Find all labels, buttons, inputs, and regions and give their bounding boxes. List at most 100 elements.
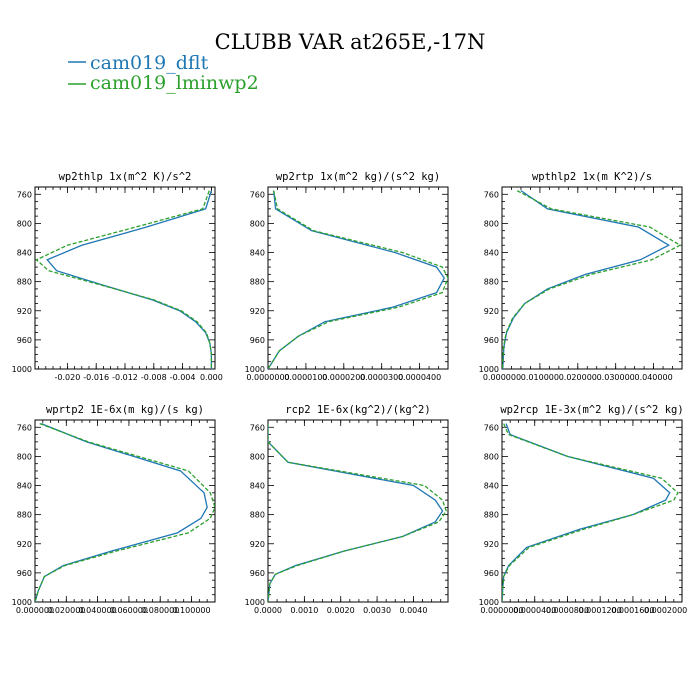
y-tick-label: 1000 xyxy=(245,365,265,374)
panel-grid: wp2thlp 1x(m^2 K)/s^2 760 800 840 880 920 960 1… xyxy=(12,171,688,615)
plot-frame xyxy=(267,419,449,603)
x-tick-label: 0.0040 xyxy=(399,606,427,615)
y-tick-label: 760 xyxy=(250,190,265,199)
x-tick-label: 0.000000 xyxy=(483,373,521,382)
y-tick-label: 880 xyxy=(484,278,499,287)
panel-title: wp2thlp 1x(m^2 K)/s^2 xyxy=(59,171,192,183)
y-tick-label: 960 xyxy=(17,336,32,345)
y-tick-label: 960 xyxy=(484,336,499,345)
x-tick-label: 0.0000000 xyxy=(246,373,289,382)
x-tick-label: 0.0030 xyxy=(363,606,391,615)
y-tick-label: 960 xyxy=(250,336,265,345)
plot-frame xyxy=(267,186,449,370)
panel-title: rcp2 1E-6x(kg^2)/(kg^2) xyxy=(285,404,430,416)
chart-panel: wp2rtp 1x(m^2 kg)/(s^2 kg) 760 800 840 880 92… xyxy=(245,171,449,382)
plot-frame xyxy=(501,419,683,603)
legend-entry: cam019_dflt xyxy=(68,52,209,74)
y-tick-label: 760 xyxy=(250,423,265,432)
legend: cam019_dflt cam019_lminwp2 xyxy=(68,52,259,94)
x-tick-label: 0.0001600 xyxy=(611,606,654,615)
y-tick-label: 840 xyxy=(250,249,265,258)
y-tick-label: 800 xyxy=(17,452,32,461)
legend-label: cam019_dflt xyxy=(90,52,209,74)
chart-panel: wprtp2 1E-6x(m kg)/(s kg) 760 800 840 880 920… xyxy=(12,404,216,615)
series-line xyxy=(502,190,671,369)
x-tick-label: 0.040000 xyxy=(634,373,672,382)
series-line xyxy=(35,423,215,602)
x-tick-label: 0.020000 xyxy=(47,606,85,615)
chart-panel: wp2thlp 1x(m^2 K)/s^2 760 800 840 880 920 960 1… xyxy=(12,171,223,382)
panel-title: wp2rcp 1E-3x(m^2 kg)/(s^2 kg) xyxy=(500,404,683,416)
y-tick-label: 800 xyxy=(484,452,499,461)
y-tick-label: 880 xyxy=(250,278,265,287)
x-tick-label: 0.0000300 xyxy=(360,373,403,382)
panel-title: wpthlp2 1x(m K^2)/s xyxy=(532,171,652,183)
y-tick-label: 920 xyxy=(250,307,265,316)
x-tick-label: 0.020000 xyxy=(559,373,597,382)
series-line xyxy=(502,423,679,602)
y-tick-label: 840 xyxy=(484,482,499,491)
series-line xyxy=(502,423,671,602)
panel-title: wp2rtp 1x(m^2 kg)/(s^2 kg) xyxy=(276,171,440,183)
x-tick-label: 0.0001200 xyxy=(579,606,622,615)
chart-panel: rcp2 1E-6x(kg^2)/(kg^2) 760 800 840 880 920 96… xyxy=(245,404,449,615)
legend-label: cam019_lminwp2 xyxy=(90,72,259,94)
series-line xyxy=(35,190,213,369)
y-tick-label: 800 xyxy=(250,452,265,461)
x-tick-label: 0.0000000 xyxy=(480,606,523,615)
plot-frame xyxy=(501,186,683,370)
x-tick-label: -0.008 xyxy=(141,373,167,382)
y-tick-label: 1000 xyxy=(479,365,499,374)
x-tick-label: 0.0020 xyxy=(327,606,355,615)
y-tick-label: 760 xyxy=(484,423,499,432)
figure-title: CLUBB VAR at265E,-17N xyxy=(215,30,486,54)
y-tick-label: 920 xyxy=(17,540,32,549)
x-tick-label: -0.004 xyxy=(170,373,196,382)
x-tick-label: -0.016 xyxy=(83,373,109,382)
y-tick-label: 920 xyxy=(484,307,499,316)
y-tick-label: 840 xyxy=(484,249,499,258)
series-line xyxy=(268,190,448,369)
legend-entry: cam019_lminwp2 xyxy=(68,72,259,94)
x-tick-label: 0.100000 xyxy=(172,606,210,615)
series-line xyxy=(502,190,682,369)
x-tick-label: 0.0000400 xyxy=(513,606,556,615)
y-tick-label: 1000 xyxy=(479,598,499,607)
x-tick-label: 0.0000400 xyxy=(398,373,441,382)
y-tick-label: 840 xyxy=(250,482,265,491)
x-tick-label: -0.012 xyxy=(112,373,138,382)
chart-panel: wp2rcp 1E-3x(m^2 kg)/(s^2 kg)760 800 840 88… xyxy=(479,404,688,615)
series-line xyxy=(46,190,213,369)
x-tick-label: 0.0000 xyxy=(254,606,282,615)
series-line xyxy=(268,190,445,369)
series-line xyxy=(35,423,208,602)
x-tick-label: -0.020 xyxy=(55,373,81,382)
y-tick-label: 960 xyxy=(17,569,32,578)
y-tick-label: 960 xyxy=(250,569,265,578)
chart-panel: wpthlp2 1x(m K^2)/s 760 800 840 880 920 960 100… xyxy=(479,171,683,382)
y-tick-label: 760 xyxy=(17,423,32,432)
series-line xyxy=(268,423,447,602)
y-tick-label: 1000 xyxy=(12,598,32,607)
y-tick-label: 840 xyxy=(17,249,32,258)
y-tick-label: 880 xyxy=(17,278,32,287)
y-tick-label: 800 xyxy=(484,219,499,228)
y-tick-label: 920 xyxy=(250,540,265,549)
x-tick-label: 0.0000100 xyxy=(284,373,327,382)
y-tick-label: 760 xyxy=(484,190,499,199)
y-tick-label: 760 xyxy=(17,190,32,199)
y-tick-label: 920 xyxy=(484,540,499,549)
plot-frame xyxy=(34,419,216,603)
x-tick-label: 0.0010 xyxy=(290,606,318,615)
x-tick-label: 0.0000200 xyxy=(322,373,365,382)
x-tick-label: 0.0000800 xyxy=(546,606,589,615)
y-tick-label: 1000 xyxy=(245,598,265,607)
y-tick-label: 880 xyxy=(250,511,265,520)
y-tick-label: 880 xyxy=(484,511,499,520)
y-tick-label: 840 xyxy=(17,482,32,491)
x-tick-label: 0.0002000 xyxy=(644,606,687,615)
y-tick-label: 800 xyxy=(250,219,265,228)
y-tick-label: 880 xyxy=(17,511,32,520)
x-tick-label: 0.000000 xyxy=(16,606,54,615)
